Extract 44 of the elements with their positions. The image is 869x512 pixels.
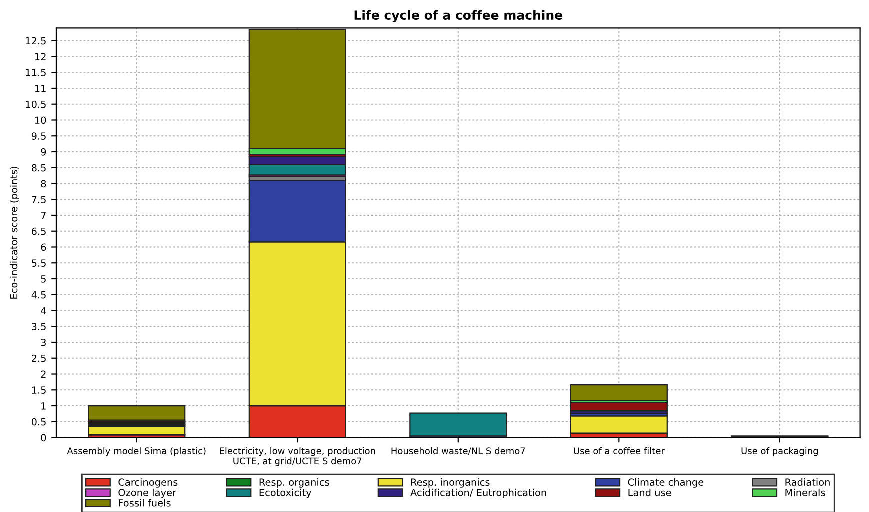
y-tick-label: 9 xyxy=(41,148,46,156)
y-tick-label: 1.5 xyxy=(32,386,46,394)
y-tick-label: 11.5 xyxy=(26,69,46,76)
x-tick-label: Household waste/NL S demo7 xyxy=(392,447,526,456)
y-tick-label: 5 xyxy=(41,276,46,283)
legend-label: Carcinogens xyxy=(118,478,178,488)
legend-label: Resp. inorganics xyxy=(411,478,490,488)
y-tick-label: 8.5 xyxy=(32,164,46,172)
y-tick-label: 10.5 xyxy=(26,100,46,108)
y-axis-title: Eco-indicator score (points) xyxy=(10,166,20,299)
y-tick-label: 1 xyxy=(42,402,46,410)
y-tick-label: 6 xyxy=(41,244,46,252)
y-tick-label: 11 xyxy=(35,85,46,92)
y-tick-label: 0 xyxy=(41,434,46,442)
chart-title: Life cycle of a coffee machine xyxy=(354,10,562,23)
legend-label: Acidification/ Eutrophication xyxy=(410,488,546,498)
legend-label: Climate change xyxy=(628,478,704,488)
legend-label: Resp. organics xyxy=(260,478,330,488)
legend-label: Radiation xyxy=(786,478,830,486)
y-tick-label: 4 xyxy=(41,307,46,314)
legend-label: Ecotoxicity xyxy=(260,488,312,498)
y-tick-label: 3.5 xyxy=(32,323,46,330)
legend-label: Ozone layer xyxy=(118,488,176,498)
y-tick-label: 8 xyxy=(41,180,46,188)
x-tick-label: Use of a coffee filter xyxy=(574,447,665,454)
y-tick-label: 12.5 xyxy=(26,37,46,45)
y-tick-label: 12 xyxy=(35,53,46,60)
x-tick-label: Electricity, low voltage, production UCTE, at grid/UCTE S demo7 xyxy=(220,447,376,466)
x-tick-label: Use of packaging xyxy=(742,447,818,456)
legend-label: Land use xyxy=(628,488,672,496)
y-tick-label: 6.5 xyxy=(32,228,46,236)
y-tick-label: 5.5 xyxy=(32,260,46,267)
legend-label: Fossil fuels xyxy=(119,499,171,507)
y-tick-label: 7 xyxy=(41,212,46,220)
y-tick-label: 3 xyxy=(41,338,46,346)
y-tick-label: 2.5 xyxy=(32,354,46,362)
y-tick-label: 0.5 xyxy=(32,418,46,426)
y-tick-label: 9.5 xyxy=(32,132,46,140)
y-tick-label: 2 xyxy=(41,370,46,378)
y-tick-label: 7.5 xyxy=(32,196,46,204)
legend-label: Minerals xyxy=(786,488,826,496)
x-tick-label: Assembly model Sima (plastic) xyxy=(67,447,206,456)
y-tick-label: 4.5 xyxy=(32,291,46,299)
y-tick-label: 10 xyxy=(35,116,46,124)
